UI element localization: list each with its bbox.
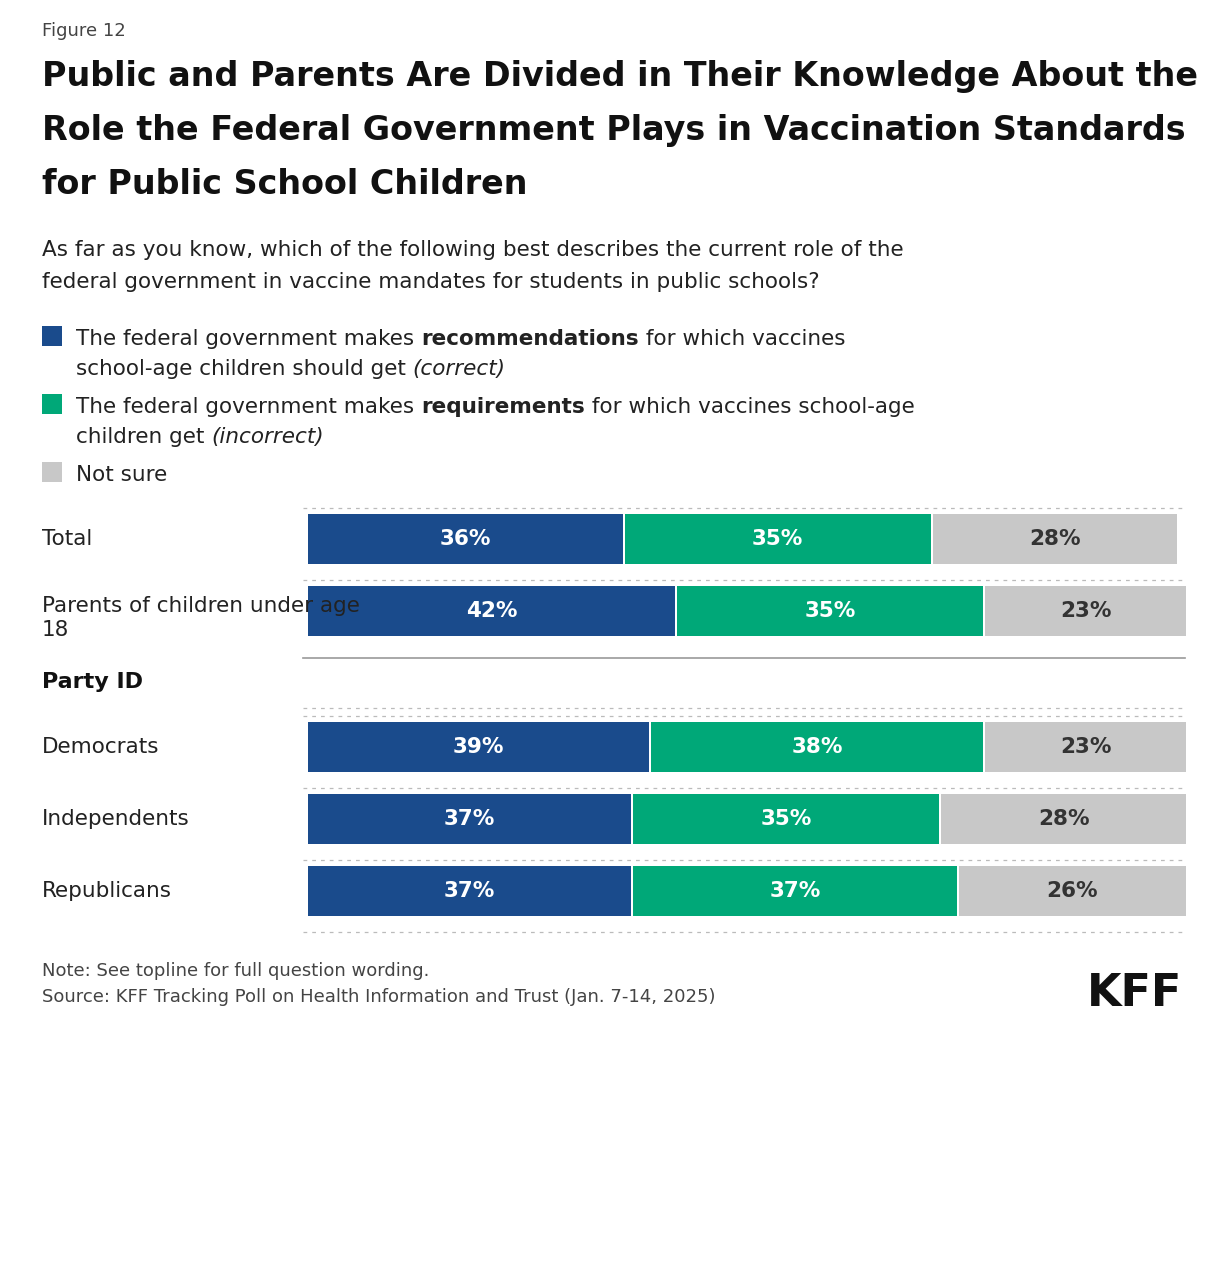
Text: 23%: 23%	[1060, 737, 1111, 757]
Text: Parents of children under age: Parents of children under age	[41, 596, 360, 616]
Bar	[942, 794, 1186, 844]
Text: recommendations: recommendations	[421, 328, 638, 349]
Text: As far as you know, which of the following best describes the current role of th: As far as you know, which of the followi…	[41, 240, 904, 260]
Text: Democrats: Democrats	[41, 737, 160, 757]
Text: The federal government makes: The federal government makes	[76, 328, 421, 349]
Text: Independents: Independents	[41, 809, 190, 829]
Text: federal government in vaccine mandates for students in public schools?: federal government in vaccine mandates f…	[41, 273, 820, 292]
Text: 37%: 37%	[444, 881, 495, 902]
Text: requirements: requirements	[421, 397, 584, 417]
Bar	[625, 514, 931, 564]
Text: KFF: KFF	[1087, 973, 1182, 1014]
Text: 38%: 38%	[792, 737, 843, 757]
Text: 28%: 28%	[1038, 809, 1089, 829]
Text: The federal government makes: The federal government makes	[76, 397, 421, 417]
Bar	[985, 721, 1186, 772]
Bar	[650, 721, 983, 772]
Bar	[307, 721, 649, 772]
Text: Role the Federal Government Plays in Vaccination Standards: Role the Federal Government Plays in Vac…	[41, 114, 1186, 147]
Text: 36%: 36%	[439, 529, 490, 549]
Bar	[985, 586, 1186, 637]
Bar	[959, 866, 1186, 915]
Bar	[307, 514, 622, 564]
Text: Source: KFF Tracking Poll on Health Information and Trust (Jan. 7-14, 2025): Source: KFF Tracking Poll on Health Info…	[41, 988, 715, 1006]
Bar	[41, 326, 62, 346]
Text: school-age children should get: school-age children should get	[76, 359, 412, 379]
Bar	[932, 514, 1177, 564]
Text: 37%: 37%	[770, 881, 821, 902]
Text: Public and Parents Are Divided in Their Knowledge About the: Public and Parents Are Divided in Their …	[41, 60, 1198, 93]
Bar	[41, 394, 62, 413]
Text: Not sure: Not sure	[76, 465, 167, 484]
Text: for which vaccines: for which vaccines	[638, 328, 845, 349]
Text: 35%: 35%	[804, 601, 855, 621]
Text: 39%: 39%	[453, 737, 504, 757]
Bar	[41, 462, 62, 482]
Text: Total: Total	[41, 529, 93, 549]
Text: for which vaccines school-age: for which vaccines school-age	[584, 397, 915, 417]
Text: Party ID: Party ID	[41, 672, 143, 692]
Text: Note: See topline for full question wording.: Note: See topline for full question word…	[41, 962, 429, 980]
Text: 37%: 37%	[444, 809, 495, 829]
Bar	[307, 586, 675, 637]
Text: Figure 12: Figure 12	[41, 22, 126, 41]
Text: 18: 18	[41, 620, 70, 640]
Text: 23%: 23%	[1060, 601, 1111, 621]
Text: for Public School Children: for Public School Children	[41, 167, 527, 202]
Text: 28%: 28%	[1030, 529, 1081, 549]
Bar	[307, 866, 632, 915]
Text: Republicans: Republicans	[41, 881, 172, 902]
Text: children get: children get	[76, 427, 211, 448]
Text: (correct): (correct)	[412, 359, 506, 379]
Text: (incorrect): (incorrect)	[211, 427, 323, 448]
Text: 42%: 42%	[466, 601, 517, 621]
Text: 35%: 35%	[752, 529, 803, 549]
Bar	[633, 866, 956, 915]
Bar	[307, 794, 632, 844]
Bar	[633, 794, 939, 844]
Bar	[677, 586, 983, 637]
Text: 26%: 26%	[1047, 881, 1098, 902]
Text: 35%: 35%	[761, 809, 813, 829]
